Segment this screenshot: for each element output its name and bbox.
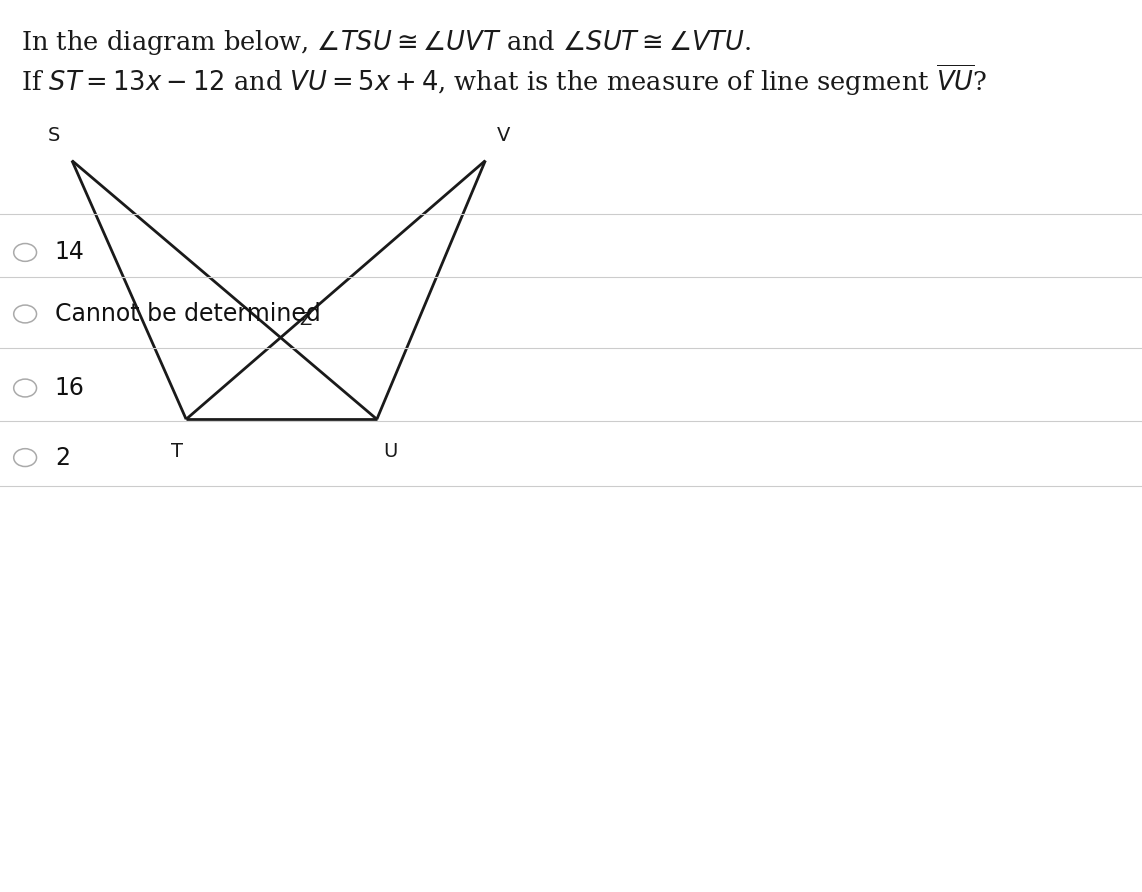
Text: V: V (497, 126, 510, 145)
Text: If $ST = 13x - 12$ and $VU = 5x + 4$, what is the measure of line segment $\over: If $ST = 13x - 12$ and $VU = 5x + 4$, wh… (21, 62, 987, 98)
Text: U: U (384, 442, 397, 460)
Text: 2: 2 (55, 446, 70, 469)
Text: In the diagram below, $\angle TSU \cong \angle UVT$ and $\angle SUT \cong \angle: In the diagram below, $\angle TSU \cong … (21, 29, 751, 57)
Text: Z: Z (299, 310, 311, 328)
Text: 16: 16 (55, 376, 85, 400)
Text: T: T (171, 442, 183, 460)
Text: S: S (48, 126, 61, 145)
Text: 14: 14 (55, 241, 85, 264)
Text: Cannot be determined: Cannot be determined (55, 302, 321, 326)
